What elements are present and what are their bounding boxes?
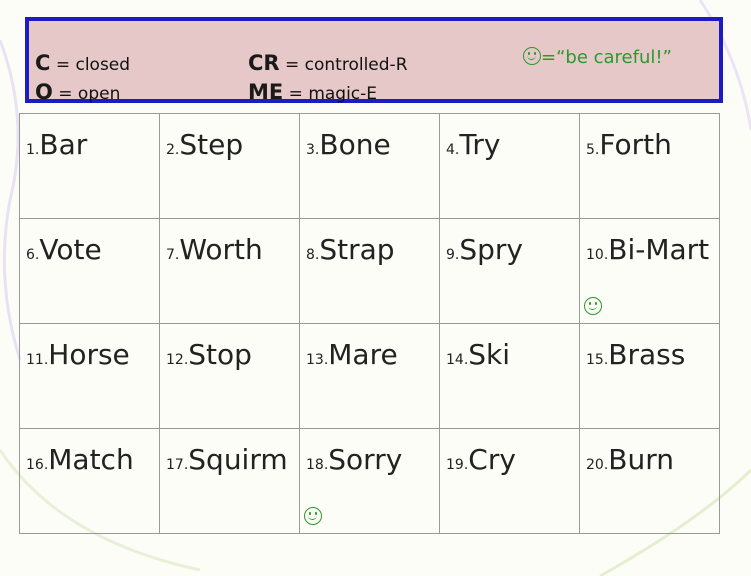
word-text: Worth [179, 233, 263, 266]
word-number: 4. [446, 142, 460, 158]
word-cell: 3.Bone [299, 113, 440, 219]
word-number: 3. [306, 142, 320, 158]
word-number: 11. [26, 352, 49, 368]
legend-magic-e: ME = magic-E [248, 80, 378, 104]
legend-closed: C = closed [35, 51, 131, 75]
word-row: 11.Horse 12.Stop 13.Mare 14.Ski 15.Brass [19, 323, 720, 429]
word-entry: 12.Stop [166, 338, 252, 371]
word-text: Bar [39, 128, 88, 161]
word-entry: 5.Forth [586, 128, 672, 161]
word-number: 14. [446, 352, 469, 368]
legend-be-careful: =“be careful!” [523, 47, 672, 68]
word-entry: 4.Try [446, 128, 500, 161]
word-number: 18. [306, 457, 329, 473]
word-entry: 11.Horse [26, 338, 130, 371]
word-entry: 18.Sorry [306, 443, 402, 476]
legend-box: C = closed O = open CR = controlled-R ME… [25, 17, 723, 104]
word-number: 8. [306, 247, 320, 263]
word-number: 12. [166, 352, 189, 368]
word-entry: 16.Match [26, 443, 134, 476]
word-cell: 6.Vote [19, 218, 160, 324]
word-text: Horse [48, 338, 130, 371]
word-text: Sorry [328, 443, 403, 476]
word-entry: 9.Spry [446, 233, 523, 266]
word-row: 6.Vote 7.Worth 8.Strap 9.Spry 10.Bi-Mart [19, 218, 720, 324]
word-number: 13. [306, 352, 329, 368]
word-entry: 6.Vote [26, 233, 102, 266]
word-text: Match [48, 443, 134, 476]
word-text: Squirm [188, 443, 288, 476]
word-entry: 19.Cry [446, 443, 516, 476]
word-text: Mare [328, 338, 398, 371]
word-text: Ski [468, 338, 511, 371]
word-text: Spry [459, 233, 523, 266]
word-cell: 15.Brass [579, 323, 720, 429]
word-number: 15. [586, 352, 609, 368]
word-number: 19. [446, 457, 469, 473]
word-cell: 9.Spry [439, 218, 580, 324]
word-text: Try [459, 128, 501, 161]
word-cell: 11.Horse [19, 323, 160, 429]
word-row: 1.Bar 2.Step 3.Bone 4.Try 5.Forth [19, 113, 720, 219]
word-entry: 13.Mare [306, 338, 398, 371]
word-cell: 1.Bar [19, 113, 160, 219]
word-number: 9. [446, 247, 460, 263]
word-cell: 12.Stop [159, 323, 300, 429]
word-text: Brass [608, 338, 686, 371]
word-row: 16.Match 17.Squirm 18.Sorry 19.Cry 20.Burn [19, 428, 720, 534]
word-cell: 14.Ski [439, 323, 580, 429]
word-entry: 17.Squirm [166, 443, 288, 476]
word-text: Vote [39, 233, 102, 266]
word-text: Step [179, 128, 244, 161]
word-number: 20. [586, 457, 609, 473]
word-cell: 5.Forth [579, 113, 720, 219]
word-number: 2. [166, 142, 180, 158]
word-number: 7. [166, 247, 180, 263]
word-text: Burn [608, 443, 674, 476]
word-entry: 3.Bone [306, 128, 391, 161]
word-cell: 16.Match [19, 428, 160, 534]
word-entry: 15.Brass [586, 338, 685, 371]
word-number: 1. [26, 142, 40, 158]
word-text: Cry [468, 443, 516, 476]
word-cell: 17.Squirm [159, 428, 300, 534]
word-text: Strap [319, 233, 395, 266]
word-grid: 1.Bar 2.Step 3.Bone 4.Try 5.Forth 6.Vote 7.Wor… [19, 113, 720, 534]
word-text: Forth [599, 128, 672, 161]
word-number: 6. [26, 247, 40, 263]
word-cell: 8.Strap [299, 218, 440, 324]
word-text: Bone [319, 128, 391, 161]
word-cell: 18.Sorry [299, 428, 440, 534]
smiley-face-icon [584, 297, 602, 315]
word-entry: 2.Step [166, 128, 243, 161]
word-text: Stop [188, 338, 252, 371]
word-entry: 8.Strap [306, 233, 395, 266]
word-entry: 7.Worth [166, 233, 263, 266]
word-number: 17. [166, 457, 189, 473]
word-entry: 20.Burn [586, 443, 674, 476]
legend-open: O = open [35, 80, 121, 104]
word-cell: 20.Burn [579, 428, 720, 534]
word-cell: 4.Try [439, 113, 580, 219]
legend-controlled-r: CR = controlled-R [248, 51, 408, 75]
word-cell: 10.Bi-Mart [579, 218, 720, 324]
word-number: 10. [586, 247, 609, 263]
word-number: 5. [586, 142, 600, 158]
word-cell: 7.Worth [159, 218, 300, 324]
word-entry: 10.Bi-Mart [586, 233, 709, 266]
word-entry: 1.Bar [26, 128, 87, 161]
word-cell: 19.Cry [439, 428, 580, 534]
smiley-face-icon [523, 47, 541, 65]
word-text: Bi-Mart [608, 233, 710, 266]
word-entry: 14.Ski [446, 338, 510, 371]
smiley-face-icon [304, 507, 322, 525]
word-cell: 13.Mare [299, 323, 440, 429]
word-number: 16. [26, 457, 49, 473]
word-cell: 2.Step [159, 113, 300, 219]
